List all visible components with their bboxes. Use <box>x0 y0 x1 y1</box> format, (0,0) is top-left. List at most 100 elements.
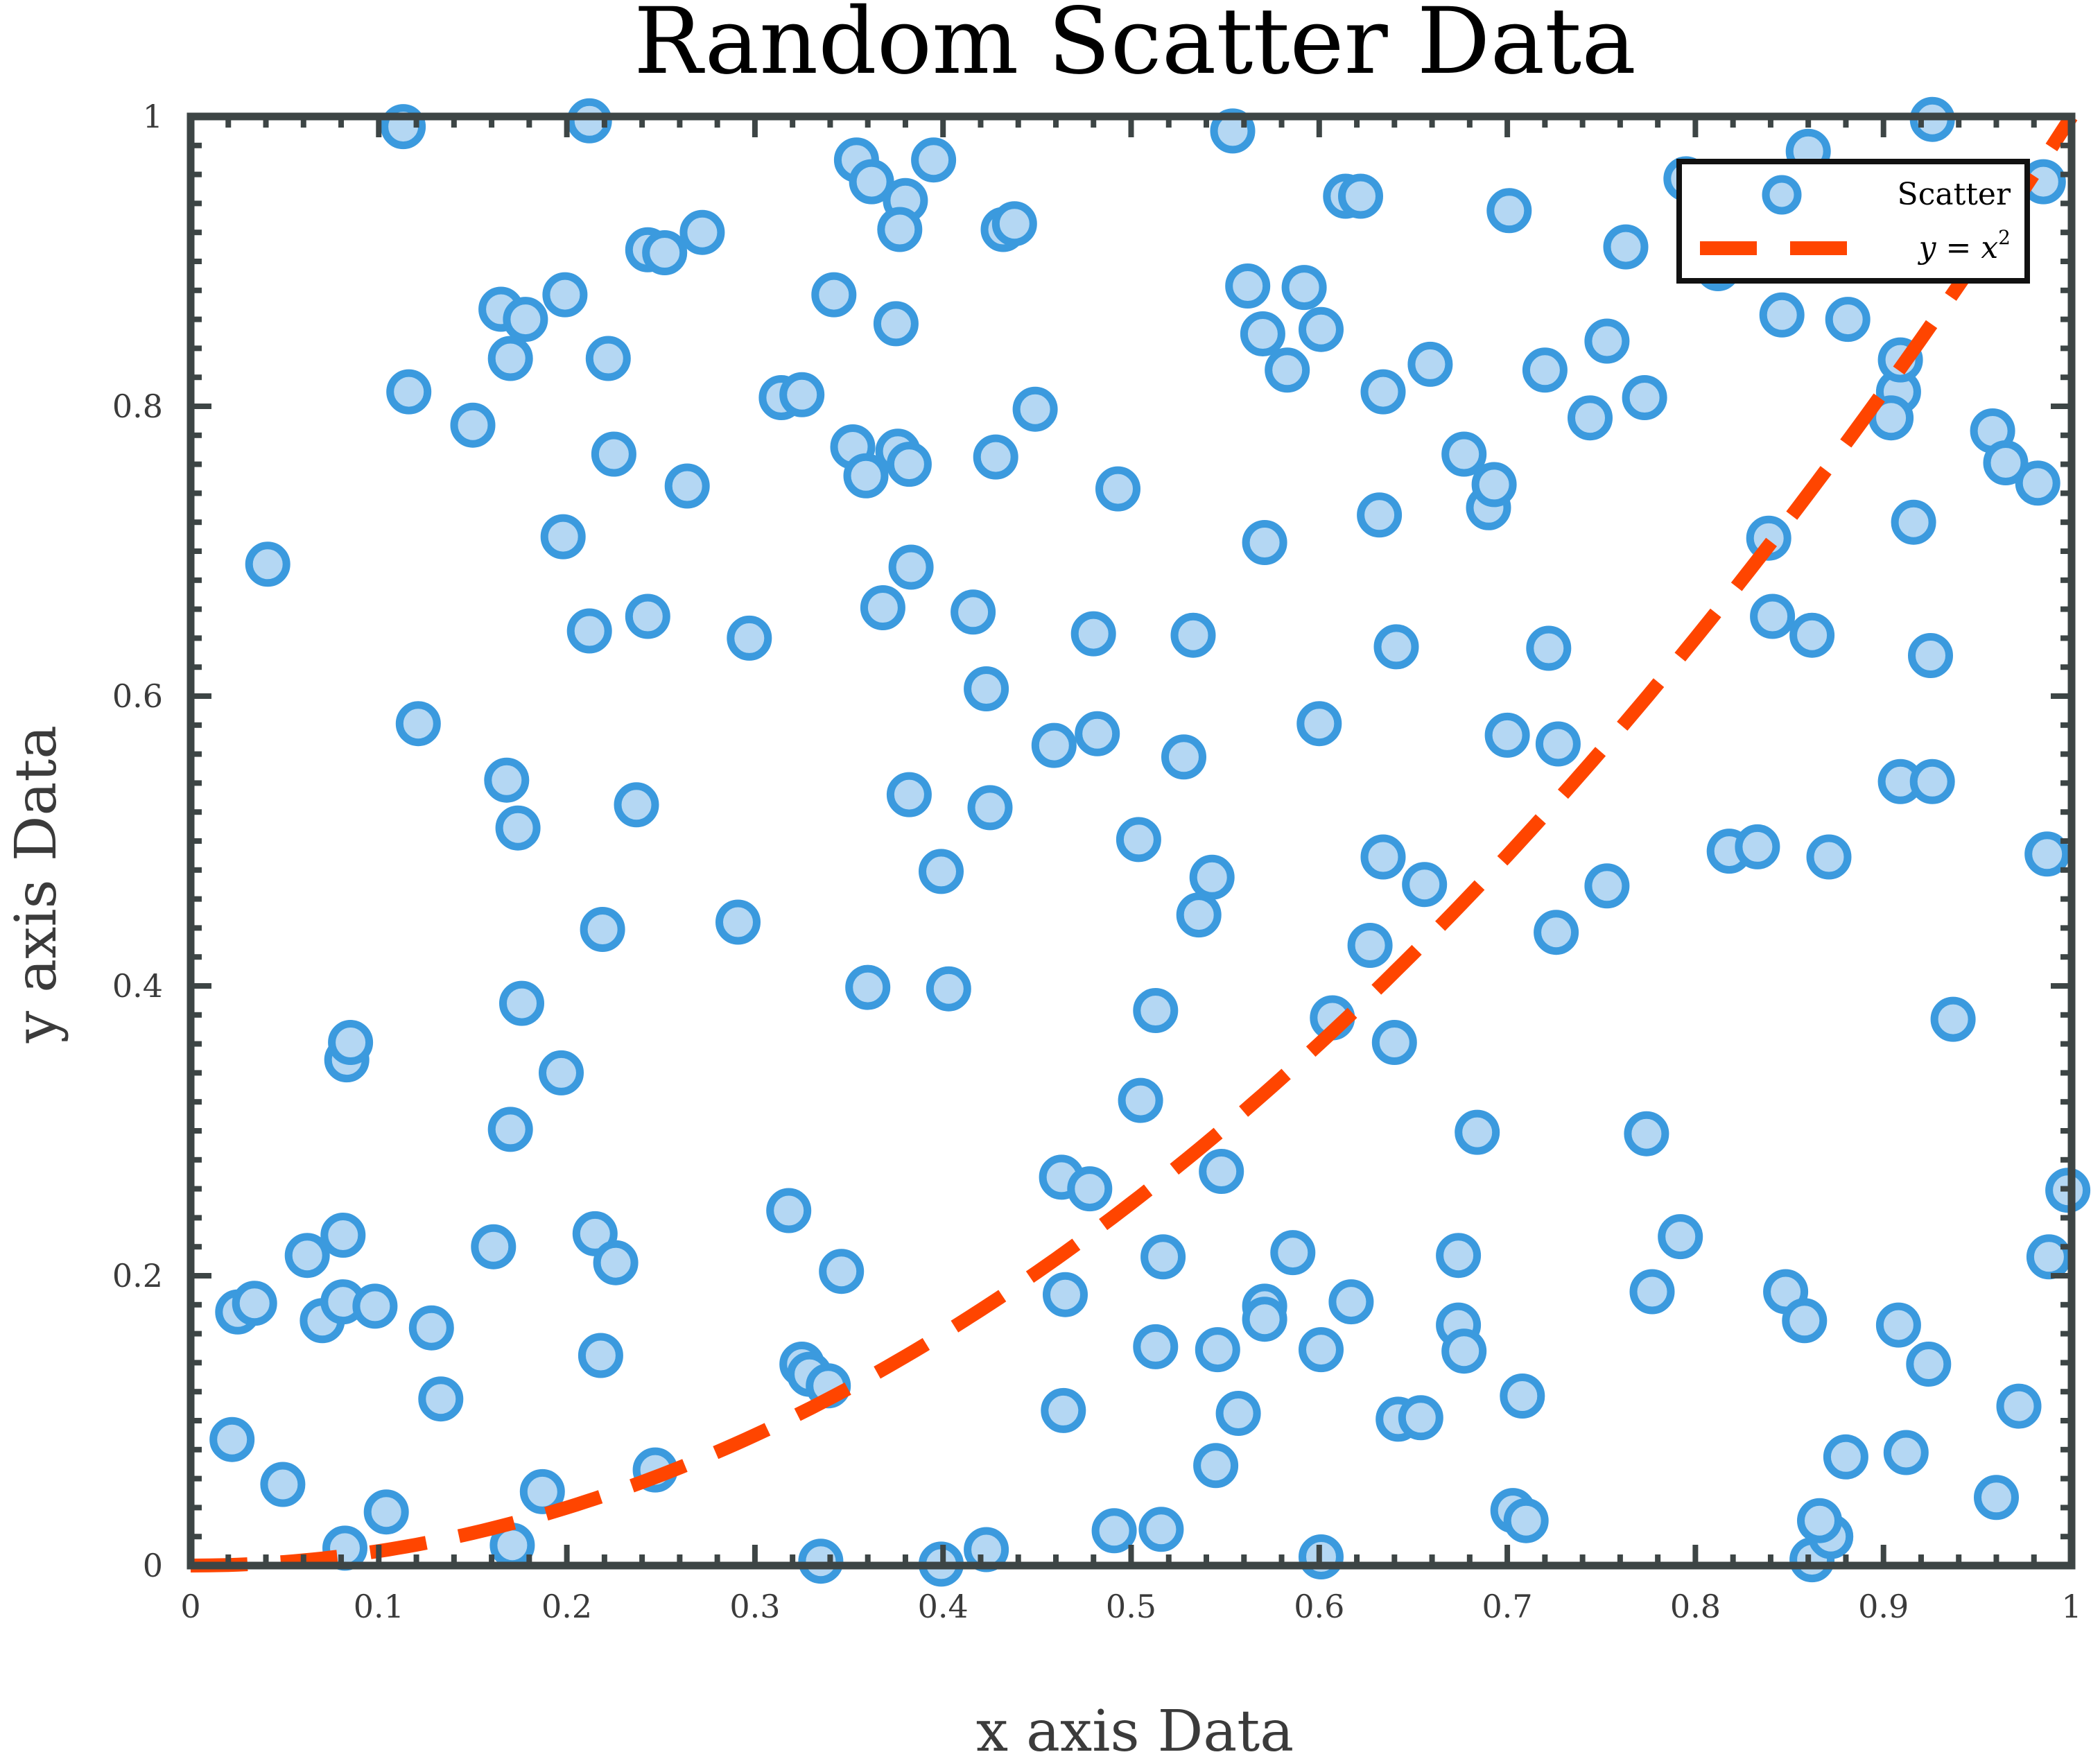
scatter-point-97 <box>1116 817 1161 863</box>
y-tick-label-0: 0 <box>143 1547 163 1584</box>
scatter-point-53 <box>2015 460 2060 506</box>
scatter-point-139 <box>1140 1234 1186 1280</box>
scatter-point-140 <box>1270 1230 1316 1276</box>
scatter-point-71 <box>860 585 905 630</box>
x-tick-label-9: 0.9 <box>1858 1588 1909 1625</box>
scatter-point-29 <box>873 301 919 347</box>
scatter-point-133 <box>284 1233 330 1279</box>
scatter-point-102 <box>1176 892 1222 938</box>
x-tick-label-0: 0 <box>180 1588 200 1625</box>
scatter-point-153 <box>1328 1279 1374 1325</box>
scatter-point-82 <box>1789 612 1835 658</box>
scatter-point-110 <box>715 899 761 945</box>
scatter-point-54 <box>591 431 636 477</box>
scatter-point-38 <box>386 369 432 415</box>
scatter-point-105 <box>1584 863 1630 909</box>
scatter-point-72 <box>888 544 934 590</box>
scatter-point-172 <box>1398 1395 1443 1441</box>
scatter-point-18 <box>679 209 725 255</box>
scatter-point-124 <box>487 1107 533 1152</box>
scatter-point-143 <box>2026 1234 2072 1280</box>
scatter-point-91 <box>1535 721 1581 767</box>
scatter-point-176 <box>260 1462 306 1507</box>
scatter-point-9 <box>849 159 894 205</box>
y-tick-label-5: 1 <box>143 98 163 135</box>
scatter-point-174 <box>1996 1383 2042 1429</box>
scatter-point-77 <box>1070 611 1116 657</box>
x-tick-label-4: 0.4 <box>918 1588 969 1625</box>
scatter-point-104 <box>1402 862 1448 908</box>
scatter-point-30 <box>1225 263 1271 309</box>
scatter-point-20 <box>642 230 688 275</box>
x-tick-label-10: 1 <box>2061 1588 2081 1625</box>
scatter-point-141 <box>1436 1233 1482 1279</box>
scatter-point-90 <box>1484 712 1530 758</box>
chart-title: Random Scatter Data <box>634 0 1636 95</box>
scatter-point-67 <box>540 514 586 560</box>
scatter-point-148 <box>352 1283 398 1329</box>
scatter-point-23 <box>811 272 857 318</box>
scatter-point-170 <box>1215 1391 1261 1436</box>
scatter-point-156 <box>1629 1269 1675 1315</box>
scatter-point-118 <box>1371 1020 1417 1065</box>
scatter-point-1 <box>566 98 612 144</box>
scatter-point-41 <box>779 372 825 417</box>
scatter-point-126 <box>1455 1109 1500 1155</box>
scatter-point-125 <box>1118 1077 1163 1123</box>
legend: Scatter y = x2 <box>1676 159 2030 284</box>
scatter-point-175 <box>209 1416 255 1462</box>
scatter-point-123 <box>539 1050 584 1095</box>
scatter-point-52 <box>1983 440 2029 485</box>
scatter-point-169 <box>1041 1387 1086 1433</box>
scatter-point-177 <box>363 1489 409 1535</box>
scatter-point-59 <box>886 442 932 487</box>
scatter-point-66 <box>245 541 290 587</box>
x-tick-labels: 0 0.1 0.2 0.3 0.4 0.5 0.6 0.7 0.8 0.9 1 <box>180 1588 2081 1625</box>
scatter-point-180 <box>519 1468 565 1514</box>
legend-scatter-marker <box>1762 175 1802 215</box>
scatter-point-173 <box>1500 1374 1545 1419</box>
scatter-point-21 <box>1603 224 1649 270</box>
scatter-point-84 <box>395 701 441 747</box>
scatter-point-28 <box>585 336 631 381</box>
scatter-point-15 <box>1338 173 1383 219</box>
x-tick-label-7: 0.7 <box>1482 1588 1533 1625</box>
scatter-point-31 <box>1281 265 1327 311</box>
scatter-point-111 <box>580 907 625 952</box>
scatter-point-135 <box>471 1224 517 1270</box>
scatter-point-93 <box>495 805 541 851</box>
scatter-point-137 <box>593 1240 639 1285</box>
scatter-point-122 <box>499 980 544 1026</box>
scatter-point-134 <box>320 1213 366 1258</box>
scatter-point-116 <box>1133 988 1179 1033</box>
legend-label-scatter: Scatter <box>1898 177 2011 212</box>
scatter-point-88 <box>1161 734 1206 780</box>
scatter-point-26 <box>503 297 548 343</box>
y-tick-label-1: 0.2 <box>112 1257 163 1294</box>
x-tick-label-2: 0.2 <box>541 1588 592 1625</box>
scatter-point-73 <box>951 589 996 635</box>
legend-label-curve: y = x2 <box>1918 226 2011 266</box>
scatter-point-115 <box>926 966 971 1012</box>
scatter-point-94 <box>614 782 659 828</box>
scatter-point-44 <box>1407 341 1453 387</box>
scatter-point-159 <box>1875 1302 1921 1348</box>
x-tick-label-1: 0.1 <box>354 1588 404 1625</box>
scatter-point-132 <box>766 1188 812 1233</box>
scatter-point-103 <box>1360 834 1406 880</box>
scatter-point-92 <box>484 757 530 803</box>
scatter-point-85 <box>964 666 1009 711</box>
scatter-point-108 <box>1806 834 1852 880</box>
scatter-point-43 <box>1360 369 1406 415</box>
legend-box <box>1676 159 2030 284</box>
scatter-point-62 <box>1441 431 1487 477</box>
x-tick-label-8: 0.8 <box>1670 1588 1721 1625</box>
scatter-point-24 <box>542 272 588 318</box>
scatter-point-155 <box>1441 1328 1487 1374</box>
scatter-point-196 <box>1797 1498 1842 1543</box>
x-tick-label-3: 0.3 <box>729 1588 780 1625</box>
scatter-point-96 <box>967 785 1013 831</box>
scatter-point-34 <box>1265 347 1310 393</box>
scatter-point-166 <box>1299 1327 1344 1373</box>
y-tick-label-3: 0.6 <box>112 677 163 715</box>
